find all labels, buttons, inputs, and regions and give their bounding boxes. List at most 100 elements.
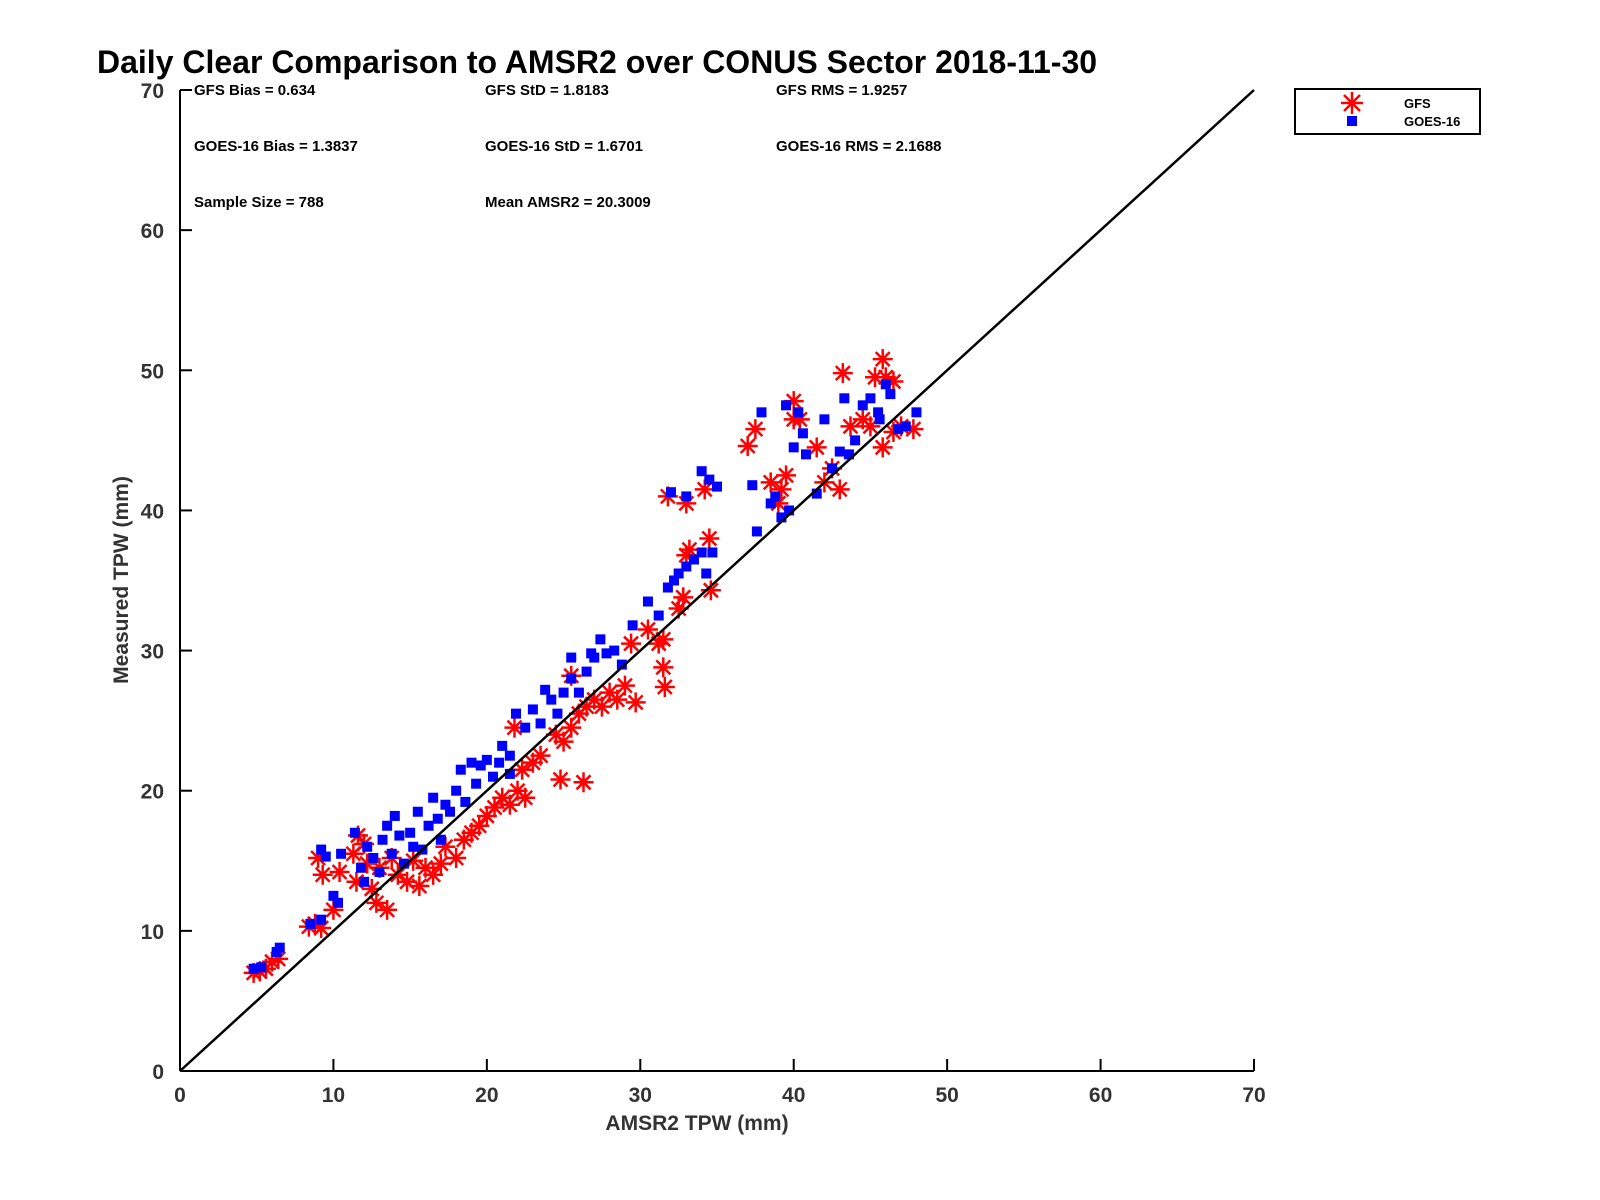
gfs-point: [625, 692, 646, 713]
goes16-point: [487, 771, 498, 782]
y-tick-label: 60: [141, 220, 164, 243]
goes16-point: [688, 554, 699, 565]
y-tick-label: 10: [141, 921, 164, 944]
goes16-point: [552, 708, 563, 719]
goes16-point: [408, 841, 419, 852]
legend-goes-label: GOES-16: [1404, 114, 1460, 129]
stat-gfs-bias: GFS Bias = 0.634: [194, 82, 316, 99]
goes16-point: [320, 851, 331, 862]
goes16-point: [701, 568, 712, 579]
goes16-point: [435, 834, 446, 845]
goes16-point: [712, 481, 722, 492]
goes16-point: [475, 760, 486, 771]
gfs-point: [484, 797, 505, 818]
goes16-point: [874, 414, 885, 425]
goes16-point: [412, 806, 423, 817]
x-tick-label: 50: [935, 1084, 958, 1107]
gfs-point: [550, 769, 571, 790]
goes16-point: [328, 890, 339, 901]
x-axis-label: AMSR2 TPW (mm): [605, 1112, 788, 1135]
goes16-point: [316, 914, 327, 925]
goes16-point: [765, 498, 776, 509]
goes16-point: [497, 740, 508, 751]
gfs-point: [515, 787, 536, 808]
goes16-point: [382, 820, 393, 831]
goes16-point: [609, 645, 620, 656]
y-tick-label: 70: [141, 80, 164, 103]
goes16-point: [880, 379, 891, 390]
goes16-point: [784, 505, 795, 516]
goes16-point: [423, 820, 434, 831]
stat-goes-rms: GOES-16 RMS = 2.1688: [776, 138, 942, 155]
goes16-point: [857, 400, 868, 411]
goes16-point: [405, 827, 416, 838]
gfs-point: [561, 717, 582, 738]
gfs-point: [446, 847, 467, 868]
gfs-point: [700, 580, 721, 601]
gfs-point: [377, 899, 398, 920]
gfs-point: [387, 864, 408, 885]
goes16-point: [248, 963, 259, 974]
goes16-point: [520, 722, 531, 733]
goes16-point: [696, 466, 707, 477]
goes16-point: [885, 389, 896, 400]
goes16-point: [389, 810, 400, 821]
goes16-point: [349, 827, 360, 838]
gfs-series: [243, 349, 924, 983]
goes16-point: [681, 491, 692, 502]
y-tick-label: 0: [152, 1061, 164, 1084]
goes16-point: [394, 830, 405, 841]
x-tick-label: 0: [174, 1084, 186, 1107]
goes16-point: [756, 407, 767, 418]
x-tick-label: 60: [1089, 1084, 1112, 1107]
x-tick-label: 40: [782, 1084, 805, 1107]
goes16-point: [504, 768, 515, 779]
goes16-point: [834, 446, 845, 457]
goes16-point: [581, 666, 592, 677]
gfs-point: [614, 675, 635, 696]
goes16-point: [797, 428, 808, 439]
legend-goes-marker: [1347, 116, 1357, 126]
goes16-point: [558, 687, 569, 698]
gfs-point: [699, 528, 720, 549]
goes16-point: [673, 568, 684, 579]
legend-gfs-label: GFS: [1404, 96, 1431, 111]
x-tick-label: 20: [475, 1084, 498, 1107]
goes16-point: [893, 424, 904, 435]
y-tick-label: 20: [141, 781, 164, 804]
gfs-point: [409, 876, 430, 897]
stat-gfs-std: GFS StD = 1.8183: [485, 82, 609, 99]
gfs-point: [430, 853, 451, 874]
goes16-point: [770, 491, 781, 502]
goes16-point: [566, 652, 577, 663]
goes16-point: [540, 684, 551, 695]
gfs-point: [745, 419, 766, 440]
gfs-point: [637, 619, 658, 640]
gfs-point: [654, 677, 675, 698]
goes16-point: [399, 858, 410, 869]
gfs-point: [573, 772, 594, 793]
goes16-point: [707, 547, 718, 558]
gfs-point: [673, 587, 694, 608]
goes16-point: [751, 526, 762, 537]
gfs-point: [653, 629, 674, 650]
chart-title: Daily Clear Comparison to AMSR2 over CON…: [97, 44, 1097, 80]
legend-box: [1294, 88, 1481, 135]
gfs-point: [312, 864, 333, 885]
legend: GFS GOES-16: [1294, 88, 1481, 135]
goes16-point: [460, 796, 471, 807]
goes16-point: [356, 862, 367, 873]
goes16-point: [527, 704, 538, 715]
y-axis-label: Measured TPW (mm): [110, 476, 133, 684]
gfs-point: [760, 472, 781, 493]
goes16-point: [494, 757, 505, 768]
gfs-point: [829, 479, 850, 500]
goes16-point: [386, 848, 397, 859]
goes16-point: [595, 634, 606, 645]
goes16-point: [781, 400, 792, 411]
x-tick-label: 30: [629, 1084, 652, 1107]
goes16-point: [573, 687, 584, 698]
gfs-point: [653, 657, 674, 678]
y-tick-label: 50: [141, 360, 164, 383]
